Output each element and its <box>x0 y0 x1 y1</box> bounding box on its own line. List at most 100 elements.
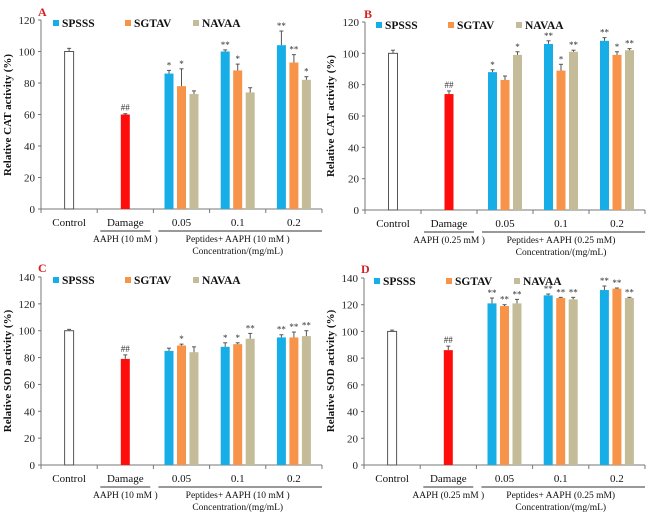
y-tick-label: 80 <box>24 78 36 90</box>
y-axis-label: Relative CAT activity (%) <box>2 54 14 176</box>
damage-sublabel: AAPH (0.25 mM ) <box>412 490 484 501</box>
legend-swatch-spsss <box>376 22 382 28</box>
bar-navaa <box>189 94 199 209</box>
bar-navaa <box>301 336 311 465</box>
bar-sgtav <box>233 70 243 210</box>
bar-navaa <box>568 299 578 465</box>
x-tick-label: Control <box>375 473 409 485</box>
y-tick-label: 40 <box>24 406 36 418</box>
legend-label-navaa: NAVAA <box>523 276 562 288</box>
bar-spsss <box>543 295 553 465</box>
significance-label: ** <box>221 40 231 50</box>
legend-swatch-sgtav <box>446 278 452 284</box>
significance-label: * <box>559 54 564 64</box>
bar-spsss <box>164 350 174 465</box>
y-tick-label: 140 <box>19 272 36 284</box>
bar-navaa <box>512 303 522 465</box>
y-tick-label: 120 <box>343 17 360 29</box>
x-axis-label: Concentration/(mg/mL) <box>192 502 283 513</box>
bar-navaa <box>245 92 255 209</box>
significance-label: ** <box>556 287 566 297</box>
y-tick-label: 60 <box>347 380 359 392</box>
bar-sgtav <box>612 54 622 211</box>
y-axis-label: Relative CAT activity (%) <box>325 55 337 177</box>
y-tick-label: 100 <box>342 326 359 338</box>
y-tick-label: 80 <box>347 353 359 365</box>
significance-label: ** <box>569 40 579 50</box>
bar-spsss <box>600 40 609 210</box>
y-tick-label: 0 <box>30 204 36 216</box>
significance-label: * <box>515 42 520 52</box>
x-tick-label: Damage <box>107 473 144 485</box>
x-axis-label: Concentration/(mg/mL) <box>515 502 606 513</box>
y-tick-label: 40 <box>347 407 359 419</box>
panel-label: A <box>38 5 47 19</box>
panel-a: 0 20 40 60 80 100 120 Relative CAT activity (%)… <box>2 5 323 257</box>
legend-label-navaa: NAVAA <box>525 20 564 32</box>
legend-swatch-navaa <box>514 278 520 284</box>
legend-swatch-navaa <box>193 277 199 283</box>
bar-damage <box>120 358 130 465</box>
significance-label: * <box>615 42 620 52</box>
significance-label: ** <box>277 21 287 31</box>
peptides-sublabel: Peptides+ AAPH (10 mM ) <box>186 234 290 245</box>
significance-label: * <box>223 333 228 343</box>
significance-label: ## <box>121 344 131 354</box>
y-tick-label: 100 <box>19 47 36 59</box>
legend-swatch-navaa <box>516 22 522 28</box>
bar-spsss <box>488 72 497 210</box>
legend-swatch-navaa <box>193 20 199 26</box>
y-tick-label: 60 <box>24 110 36 122</box>
x-tick-label: Damage <box>107 217 144 229</box>
bar-navaa <box>513 54 522 211</box>
bar-sgtav <box>500 79 510 210</box>
significance-label: ** <box>302 321 312 331</box>
y-tick-label: 80 <box>348 80 360 92</box>
bar-sgtav <box>500 306 509 465</box>
y-tick-label: 100 <box>19 326 36 338</box>
bar-control <box>388 52 398 211</box>
x-tick-label: 0.1 <box>231 473 245 485</box>
bar-damage <box>120 114 130 209</box>
significance-label: ** <box>277 325 287 335</box>
x-tick-label: 0.05 <box>495 473 515 485</box>
bar-sgtav <box>556 70 566 210</box>
bar-sgtav <box>177 345 186 465</box>
y-axis-label: Relative SOD activity (%) <box>325 309 337 432</box>
legend-swatch-sgtav <box>448 22 454 28</box>
y-tick-label: 100 <box>343 48 360 60</box>
bar-navaa <box>624 298 634 465</box>
bar-damage <box>443 350 453 465</box>
legend-label-spsss: SPSSS <box>62 18 95 30</box>
x-tick-label: 0.2 <box>287 473 301 485</box>
significance-label: * <box>235 54 240 64</box>
y-tick-label: 120 <box>19 15 36 27</box>
y-tick-label: 120 <box>19 299 36 311</box>
significance-label: * <box>179 59 184 69</box>
x-tick-label: 0.1 <box>554 473 568 485</box>
y-tick-label: 60 <box>348 111 360 123</box>
damage-sublabel: AAPH (10 mM ) <box>93 490 158 501</box>
bar-spsss <box>599 290 609 465</box>
x-tick-label: 0.1 <box>554 218 568 230</box>
panel-d: 0 20 40 60 80 100 120 140 Relative SOD activity … <box>325 262 646 513</box>
y-tick-label: 60 <box>24 379 36 391</box>
bar-control <box>387 330 398 466</box>
legend-label-sgtav: SGTAV <box>457 20 495 32</box>
significance-label: ** <box>544 284 554 294</box>
bar-spsss <box>220 51 230 209</box>
y-tick-label: 140 <box>342 273 359 285</box>
bar-control <box>64 330 75 466</box>
legend-swatch-spsss <box>374 278 380 284</box>
legend-label-spsss: SPSSS <box>62 275 95 287</box>
y-tick-label: 20 <box>347 433 359 445</box>
bar-sgtav <box>177 86 186 209</box>
legend-label-sgtav: SGTAV <box>134 18 172 30</box>
y-tick-label: 120 <box>342 300 359 312</box>
significance-label: ** <box>569 287 579 297</box>
peptides-sublabel: Peptides+ AAPH (0.25 mM) <box>507 235 616 246</box>
significance-label: ** <box>625 39 635 49</box>
y-tick-label: 40 <box>24 141 36 153</box>
significance-label: * <box>179 334 184 344</box>
